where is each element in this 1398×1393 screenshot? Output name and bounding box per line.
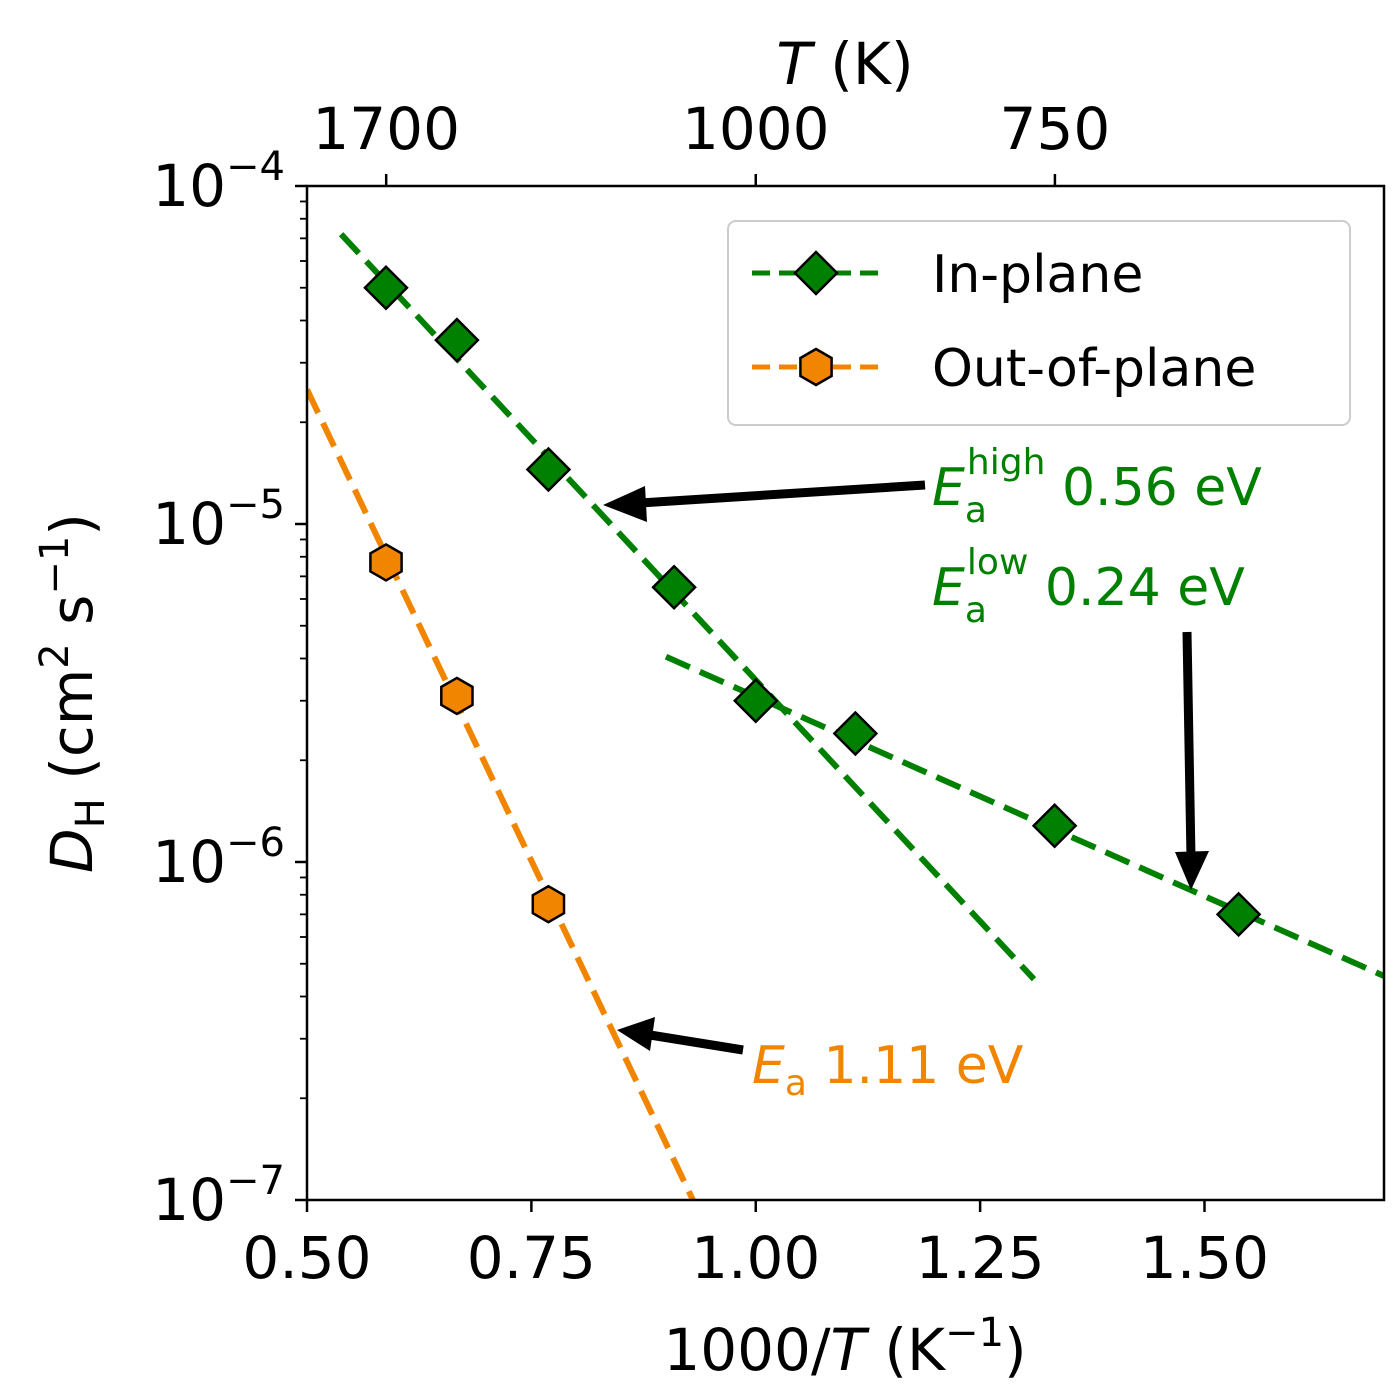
in-plane-low-fit [664,653,1384,979]
x-tick-label: 0.75 [467,1224,596,1292]
data-markers [363,264,1262,938]
plot-area-frame [305,184,1386,1202]
in-plane-point [1031,802,1078,849]
y-tick-label: 10−5 [152,482,285,558]
top-tick-label: 750 [1000,95,1111,163]
arrow-high-shaft [639,480,926,508]
out-of-plane-fit [307,388,696,1200]
in-plane-point [832,710,879,757]
annotation-ea-out: Ea 1.11 eV [752,1036,1024,1104]
annotation-ea-low: Ealow 0.24 eV [932,542,1245,631]
y-tick-label: 10−7 [152,1158,285,1234]
x-tick-label: 1.25 [916,1224,1045,1292]
top-tick-label: 1700 [312,95,460,163]
top-tick-label: 1000 [682,95,830,163]
top-x-axis-label: T (K) [776,30,913,98]
in-plane-point [525,446,572,493]
in-plane-point [651,564,697,611]
in-plane-point [434,317,480,363]
y-tick-label: 10−6 [152,820,285,896]
x-tick-label: 0.50 [242,1224,371,1292]
x-tick-label: 1.50 [1140,1224,1269,1292]
legend-box [727,220,1351,426]
legend: In-plane Out-of-plane [727,220,1351,426]
arrow-low-shaft [1182,631,1196,859]
x-axis-label: 1000/T (K−1) [663,1310,1026,1384]
y-axis-label: DH (cm2 s−1) [32,513,114,873]
out-of-plane-point [440,676,474,716]
arrow-out-shaft [649,1030,744,1055]
x-tick-label: 1.00 [691,1224,820,1292]
arrow-low-head [1175,851,1209,890]
annotation-arrows [603,480,1209,1055]
annotation-ea-high: Eahigh 0.56 eV [932,442,1262,531]
in-plane-point [363,264,409,311]
axis-ticks: 0.50 0.75 1.00 1.25 1.50 1700 1000 750 10−4 10−5 1… [152,95,1269,1292]
arrow-out-head [617,1017,655,1051]
out-of-plane-point [531,884,566,924]
in-plane-point [732,677,779,724]
legend-marker [793,250,839,296]
out-of-plane-point [369,542,403,582]
in-plane-point [1215,891,1262,938]
legend-label: Out-of-plane [932,339,1256,399]
legend-marker [799,347,833,387]
y-tick-label: 10−4 [152,144,285,220]
legend-label: In-plane [932,245,1143,305]
arrow-high-head [603,486,647,522]
